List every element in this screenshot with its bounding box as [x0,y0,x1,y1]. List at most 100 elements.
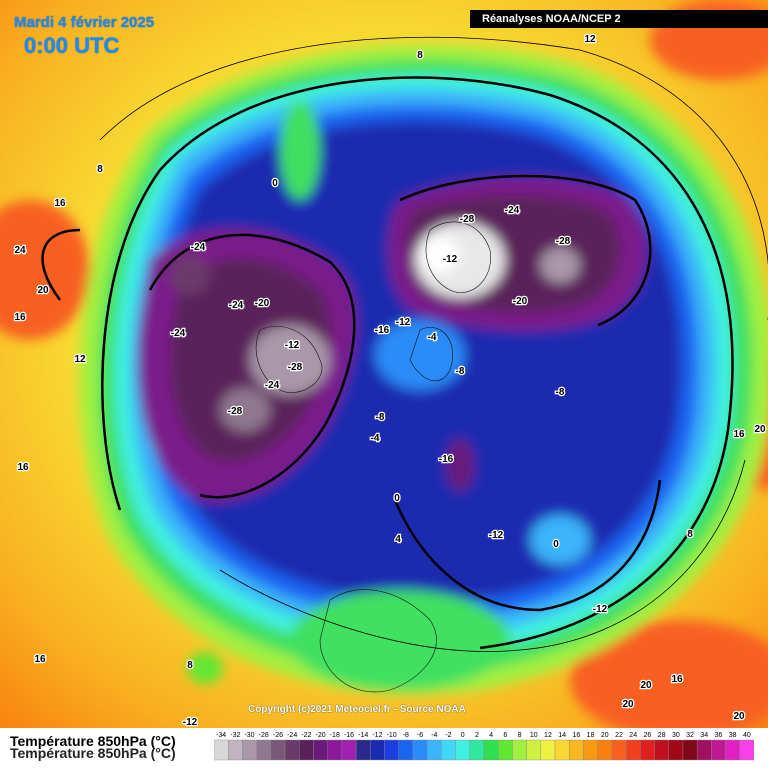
color-swatch [512,739,527,761]
isotherm-label: 4 [395,534,401,545]
color-swatch [725,739,740,761]
color-swatch [682,739,698,761]
isotherm-label: 16 [54,198,66,209]
isotherm-label: -12 [183,717,198,728]
isotherm-label: 20 [37,285,49,296]
color-swatch [739,739,754,761]
scale-tick-label: -24 [287,732,297,739]
scale-tick-label: 20 [601,732,609,739]
color-swatch [469,739,485,761]
isotherm-label: 8 [417,50,423,61]
legend-caption: Température 850hPa (°C) [10,733,176,749]
scale-tick-label: -34 [216,732,226,739]
isotherm-label: -4 [428,332,437,343]
date-label: Mardi 4 février 2025 [14,14,155,31]
isotherm-label: 16 [34,654,46,665]
isotherm-label: -8 [376,412,385,423]
isotherm-label: 12 [74,354,86,365]
scale-tick-label: 2 [475,732,479,739]
scale-tick-label: 18 [587,732,595,739]
scale-tick-label: -10 [387,732,397,739]
color-swatch [540,739,556,761]
scale-tick-label: -12 [372,732,382,739]
scale-tick-label: -26 [273,732,283,739]
scale-tick-label: 24 [629,732,637,739]
scale-tick-label: 32 [686,732,694,739]
isotherm-label: -28 [460,214,475,225]
color-swatch [313,739,328,761]
scale-tick-label: 34 [700,732,708,739]
color-swatch [569,739,584,761]
scale-tick-label: 30 [672,732,680,739]
isotherm-label: 0 [553,539,559,550]
scale-tick-label: -30 [244,732,254,739]
color-swatch [242,739,257,761]
scale-tick-label: 28 [658,732,666,739]
temperature-map: 8 12 8 16 0 24 20 16 -24 -28 -24 -28 -12 -24 -20 -20 -24… [0,0,768,728]
scale-tick-label: 8 [518,732,522,739]
color-swatch [583,739,598,761]
isotherm-label: 0 [272,178,278,189]
scale-tick-label: 38 [729,732,737,739]
isotherm-label: -12 [285,340,300,351]
color-scale: -34 -32 -30 -28 -26 -24 -22 -20 -18 -16 -14 -12 -10-… [214,732,754,761]
temperature-field [0,0,768,728]
isotherm-label: -20 [255,298,270,309]
isotherm-label: 16 [17,462,29,473]
scale-tick-label: 22 [615,732,623,739]
scale-tick-label: -14 [358,732,368,739]
scale-tick-label: -28 [259,732,269,739]
isotherm-label: -16 [439,454,454,465]
scale-tick-label: 26 [644,732,652,739]
color-swatch [412,739,428,761]
color-swatch [640,739,655,761]
scale-tick-label: -6 [417,732,423,739]
scale-tick-label: -2 [445,732,451,739]
scale-tick-label: 4 [489,732,493,739]
color-swatch [270,739,286,761]
legend-caption-shadow: Température 850hPa (°C) [10,745,176,761]
isotherm-label: -12 [593,604,608,615]
isotherm-label: -16 [375,325,390,336]
isotherm-label: 20 [733,711,745,722]
isotherm-label: -24 [171,328,186,339]
color-swatch [711,739,726,761]
isotherm-label: -12 [396,317,411,328]
color-swatch [668,739,684,761]
color-swatch [483,739,499,761]
time-label: 0:00 UTC [24,33,120,58]
isotherm-label: -24 [191,242,206,253]
isotherm-label: -8 [456,366,465,377]
isotherm-label: -24 [229,300,244,311]
isotherm-label: 16 [671,674,683,685]
color-swatch [256,739,272,761]
isotherm-label: 0 [394,493,400,504]
color-swatch [398,739,414,761]
scale-tick-label: 12 [544,732,552,739]
scale-tick-label: 40 [743,732,751,739]
scale-tick-label: -32 [230,732,240,739]
scale-tick-label: 0 [461,732,465,739]
color-swatch [554,739,570,761]
isotherm-label: 20 [640,680,652,691]
color-swatch [654,739,669,761]
isotherm-label: 16 [14,312,26,323]
isotherm-label: -28 [288,362,303,373]
isotherm-label: -4 [371,433,380,444]
color-swatch [341,739,357,761]
coastlines [255,221,491,693]
isotherm-label: 20 [754,424,766,435]
scale-tick-label: 10 [530,732,538,739]
scale-tick-label: -22 [301,732,311,739]
isotherm-label: 8 [187,660,193,671]
scale-tick-label: -18 [330,732,340,739]
color-swatch [214,739,229,761]
color-swatch [355,739,371,761]
color-swatch [441,739,456,761]
isotherm-label: 12 [584,34,596,45]
color-swatch [696,739,712,761]
color-swatch [426,739,442,761]
isotherm-label: -28 [228,406,243,417]
color-swatch [455,739,470,761]
